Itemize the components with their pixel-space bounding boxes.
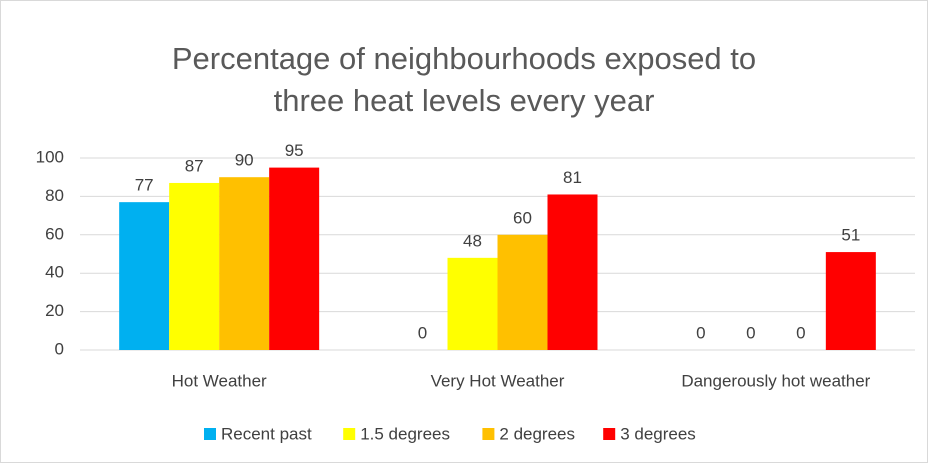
x-tick-label: Dangerously hot weather: [681, 371, 870, 390]
data-label: 87: [185, 156, 204, 175]
data-label: 51: [841, 226, 860, 245]
bar: [547, 194, 598, 350]
y-tick-label: 40: [45, 263, 64, 282]
legend-label: 1.5 degrees: [360, 424, 450, 443]
bar: [497, 234, 548, 350]
y-tick-label: 100: [36, 147, 64, 166]
bar: [119, 202, 170, 350]
data-label: 48: [463, 231, 482, 250]
x-tick-label: Hot Weather: [172, 371, 267, 390]
data-label: 77: [135, 176, 154, 195]
data-label: 81: [563, 168, 582, 187]
data-label: 0: [418, 323, 427, 342]
bar: [825, 252, 876, 350]
legend-label: 3 degrees: [620, 424, 696, 443]
legend-swatch: [343, 428, 356, 440]
legend-swatch: [204, 428, 216, 440]
bar: [269, 167, 320, 350]
y-tick-label: 60: [45, 224, 64, 243]
legend-label: 2 degrees: [499, 424, 575, 443]
data-label: 0: [746, 323, 755, 342]
data-label: 0: [696, 323, 705, 342]
chart-title: Percentage of neighbourhoods exposed to …: [171, 41, 757, 118]
y-tick-label: 80: [45, 186, 64, 205]
legend-label: Recent past: [221, 424, 312, 443]
data-label: 0: [796, 323, 805, 342]
data-label: 95: [285, 141, 304, 160]
legend-swatch: [482, 428, 495, 440]
bar: [169, 182, 220, 350]
data-label: 60: [513, 208, 532, 227]
x-tick-label: Very Hot Weather: [431, 371, 565, 390]
y-tick-label: 20: [45, 301, 64, 320]
bar: [219, 177, 270, 350]
legend-swatch: [603, 428, 616, 440]
bar: [447, 257, 498, 350]
data-label: 90: [235, 151, 254, 170]
y-tick-label: 0: [55, 339, 64, 358]
